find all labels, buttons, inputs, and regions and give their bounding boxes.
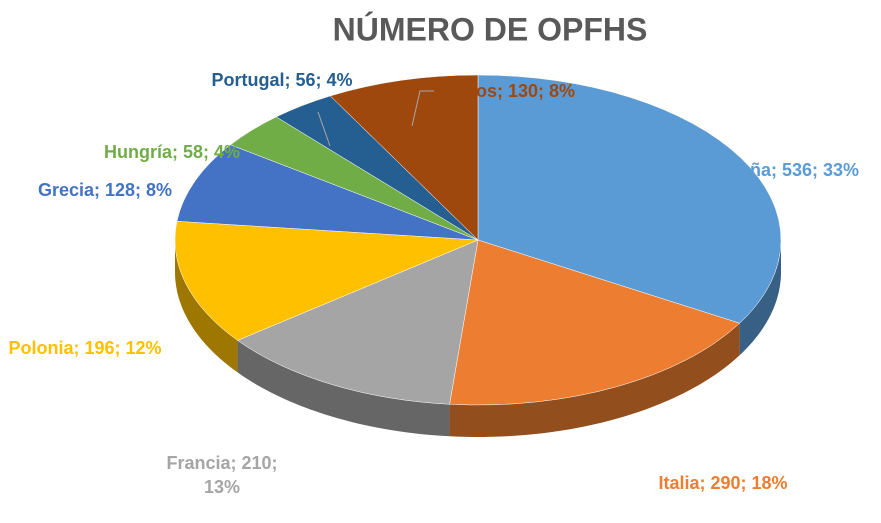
chart-title: NÚMERO DE OPFHS	[332, 11, 648, 48]
data-label: Italia; 290; 18%	[658, 473, 788, 493]
data-label: Polonia; 196; 12%	[8, 338, 162, 358]
slice	[477, 74, 782, 324]
data-label: Hungría; 58; 4%	[103, 142, 241, 162]
data-label: Grecia; 128; 8%	[37, 180, 173, 200]
slice-side	[739, 240, 781, 356]
leader-line	[317, 111, 331, 147]
slice	[329, 74, 479, 241]
slice	[237, 239, 479, 405]
leader-line	[411, 90, 434, 127]
data-label: España; 536; 33%	[706, 160, 860, 180]
slice-side	[237, 340, 450, 437]
slice	[174, 221, 479, 341]
slice	[449, 239, 741, 406]
slice	[176, 144, 479, 241]
data-label: Francia; 210; 13%	[166, 453, 278, 497]
slice-side	[175, 240, 238, 373]
slice-side	[449, 323, 740, 437]
data-label: Portugal; 56; 4%	[211, 70, 353, 90]
data-label: Otros; 130; 8%	[448, 81, 576, 101]
